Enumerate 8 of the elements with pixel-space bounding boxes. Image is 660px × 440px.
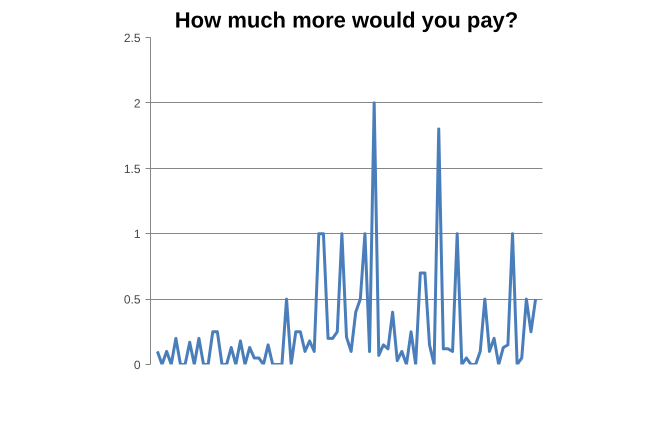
y-tick-label: 0.5 <box>124 292 141 307</box>
y-tick-label: 2.5 <box>124 31 141 45</box>
y-tick-label: 1 <box>134 227 141 242</box>
y-tick-label: 0 <box>134 358 141 372</box>
chart-title: How much more would you pay? <box>174 8 518 32</box>
line-series <box>156 101 538 364</box>
y-tick-label: 2 <box>134 96 141 110</box>
y-tick-label: 1.5 <box>124 162 141 176</box>
